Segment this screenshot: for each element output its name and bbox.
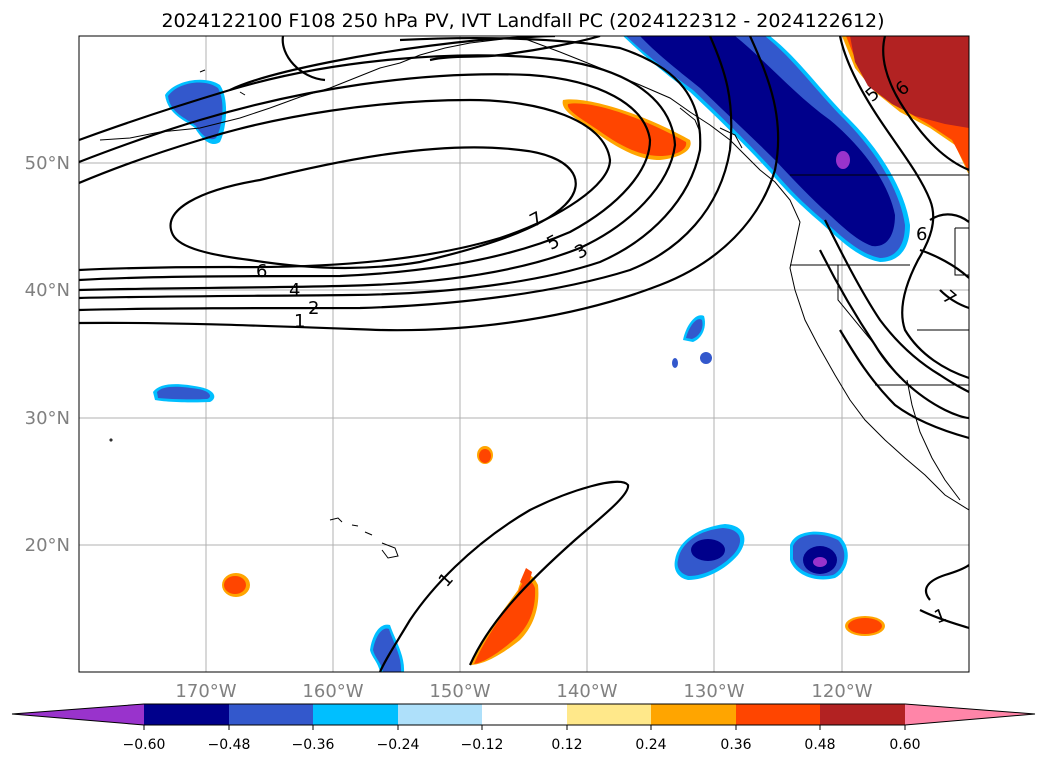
pv-fill-neg-trop bbox=[691, 539, 725, 561]
figure-title: 2024122100 F108 250 hPa PV, IVT Landfall… bbox=[161, 10, 884, 32]
hawaii bbox=[329, 517, 399, 559]
coastline-alaska bbox=[99, 36, 521, 141]
pv-fill-neg-core bbox=[836, 151, 850, 169]
lon-label: 130°W bbox=[683, 681, 744, 702]
lat-label: 20°N bbox=[25, 535, 70, 556]
colorbar-segment bbox=[820, 704, 905, 725]
contour-east bbox=[838, 36, 969, 380]
contour-east-small bbox=[919, 213, 969, 310]
contour-4 bbox=[79, 54, 677, 292]
colorbar-tick-label: 0.60 bbox=[889, 737, 920, 753]
contour-east bbox=[839, 329, 969, 440]
colorbar-segment bbox=[482, 704, 567, 725]
lat-label: 50°N bbox=[25, 153, 70, 174]
lon-label: 140°W bbox=[556, 681, 617, 702]
contour-label: 4 bbox=[289, 280, 300, 301]
colorbar-tick-label: −0.48 bbox=[208, 737, 251, 753]
contour-7-open bbox=[429, 36, 601, 62]
pv-negative-fills bbox=[153, 36, 910, 672]
pv-fill-pos-small bbox=[479, 449, 491, 463]
colorbar-segment bbox=[144, 704, 229, 725]
lon-label: 170°W bbox=[175, 681, 236, 702]
pv-positive-fills bbox=[222, 36, 969, 665]
contour-1-se bbox=[924, 564, 969, 601]
colorbar-tick-label: −0.36 bbox=[292, 737, 335, 753]
contour-1-south bbox=[378, 480, 630, 672]
contour-small bbox=[281, 36, 326, 82]
contour-1 bbox=[79, 36, 780, 332]
colorbar-segment bbox=[736, 704, 821, 725]
lon-label: 150°W bbox=[429, 681, 490, 702]
colorbar-ticks bbox=[143, 725, 906, 730]
pv-fill-neg-small bbox=[672, 358, 678, 368]
coastline-islands bbox=[109, 438, 113, 442]
contour-label: 6 bbox=[256, 261, 267, 282]
contour-label: 6 bbox=[916, 224, 927, 245]
contour-ne bbox=[882, 36, 969, 172]
lon-label: 120°W bbox=[811, 681, 872, 702]
colorbar-tick-label: 0.36 bbox=[720, 737, 751, 753]
colorbar-extend-low bbox=[12, 704, 144, 725]
map-frame bbox=[78, 35, 970, 673]
colorbar: −0.60 −0.48 −0.36 −0.24 −0.12 0.12 0.24 … bbox=[11, 703, 1036, 753]
coastline-baja bbox=[906, 379, 961, 501]
pv-fill-pos-ne bbox=[850, 36, 969, 128]
pv-fill-neg-w bbox=[157, 386, 210, 400]
contour-7-closed bbox=[169, 146, 577, 270]
contour-east bbox=[824, 219, 969, 393]
contour-6-open bbox=[229, 36, 556, 91]
pv-fill-neg-small bbox=[686, 319, 703, 339]
colorbar-tick-labels: −0.60 −0.48 −0.36 −0.24 −0.12 0.12 0.24 … bbox=[123, 737, 921, 753]
colorbar-segment bbox=[398, 704, 483, 725]
lat-label: 30°N bbox=[25, 408, 70, 429]
colorbar-tick-label: −0.12 bbox=[461, 737, 504, 753]
contour-5 bbox=[79, 73, 652, 282]
colorbar-tick-label: −0.60 bbox=[123, 737, 166, 753]
contour-label: 1 bbox=[294, 311, 305, 332]
lon-label: 160°W bbox=[302, 681, 363, 702]
coastline-islands bbox=[199, 69, 743, 149]
colorbar-tick-label: 0.12 bbox=[551, 737, 582, 753]
coastline-na bbox=[519, 36, 969, 511]
pv-fill-pos-south bbox=[474, 580, 536, 664]
colorbar-tick-label: 0.24 bbox=[635, 737, 666, 753]
colorbar-segment bbox=[229, 704, 314, 725]
pv-fill-neg-core bbox=[813, 557, 827, 567]
contour-3 bbox=[79, 36, 702, 300]
contour-1-se bbox=[919, 609, 969, 630]
colorbar-extend-high bbox=[905, 704, 1035, 725]
colorbar-segment bbox=[313, 704, 398, 725]
colorbar-segment bbox=[567, 704, 652, 725]
colorbar-tick-label: 0.48 bbox=[804, 737, 835, 753]
lon-tick-labels: 170°W 160°W 150°W 140°W 130°W 120°W bbox=[175, 681, 872, 702]
lat-tick-labels: 50°N 40°N 30°N 20°N bbox=[25, 153, 70, 556]
colorbar-tick-label: −0.24 bbox=[377, 737, 420, 753]
ivt-contours bbox=[79, 36, 969, 672]
map-panel: 7 6 5 4 3 2 1 1 1 5 6 6 7 bbox=[78, 35, 970, 673]
pv-fill-pos-gulf bbox=[567, 103, 687, 156]
contour-label: 2 bbox=[308, 298, 319, 319]
coastlines bbox=[99, 36, 969, 559]
contour-6 bbox=[79, 98, 612, 272]
contour-east bbox=[819, 249, 969, 420]
pv-fill-pos-small bbox=[848, 618, 882, 634]
pv-fill-neg-coast bbox=[640, 36, 895, 247]
pv-fill-pos-small bbox=[224, 576, 246, 594]
colorbar-segment bbox=[651, 704, 736, 725]
contour-2 bbox=[79, 36, 733, 312]
pv-fill-neg-south bbox=[373, 628, 402, 672]
pv-fill-neg-small bbox=[700, 352, 712, 364]
lat-label: 40°N bbox=[25, 280, 70, 301]
